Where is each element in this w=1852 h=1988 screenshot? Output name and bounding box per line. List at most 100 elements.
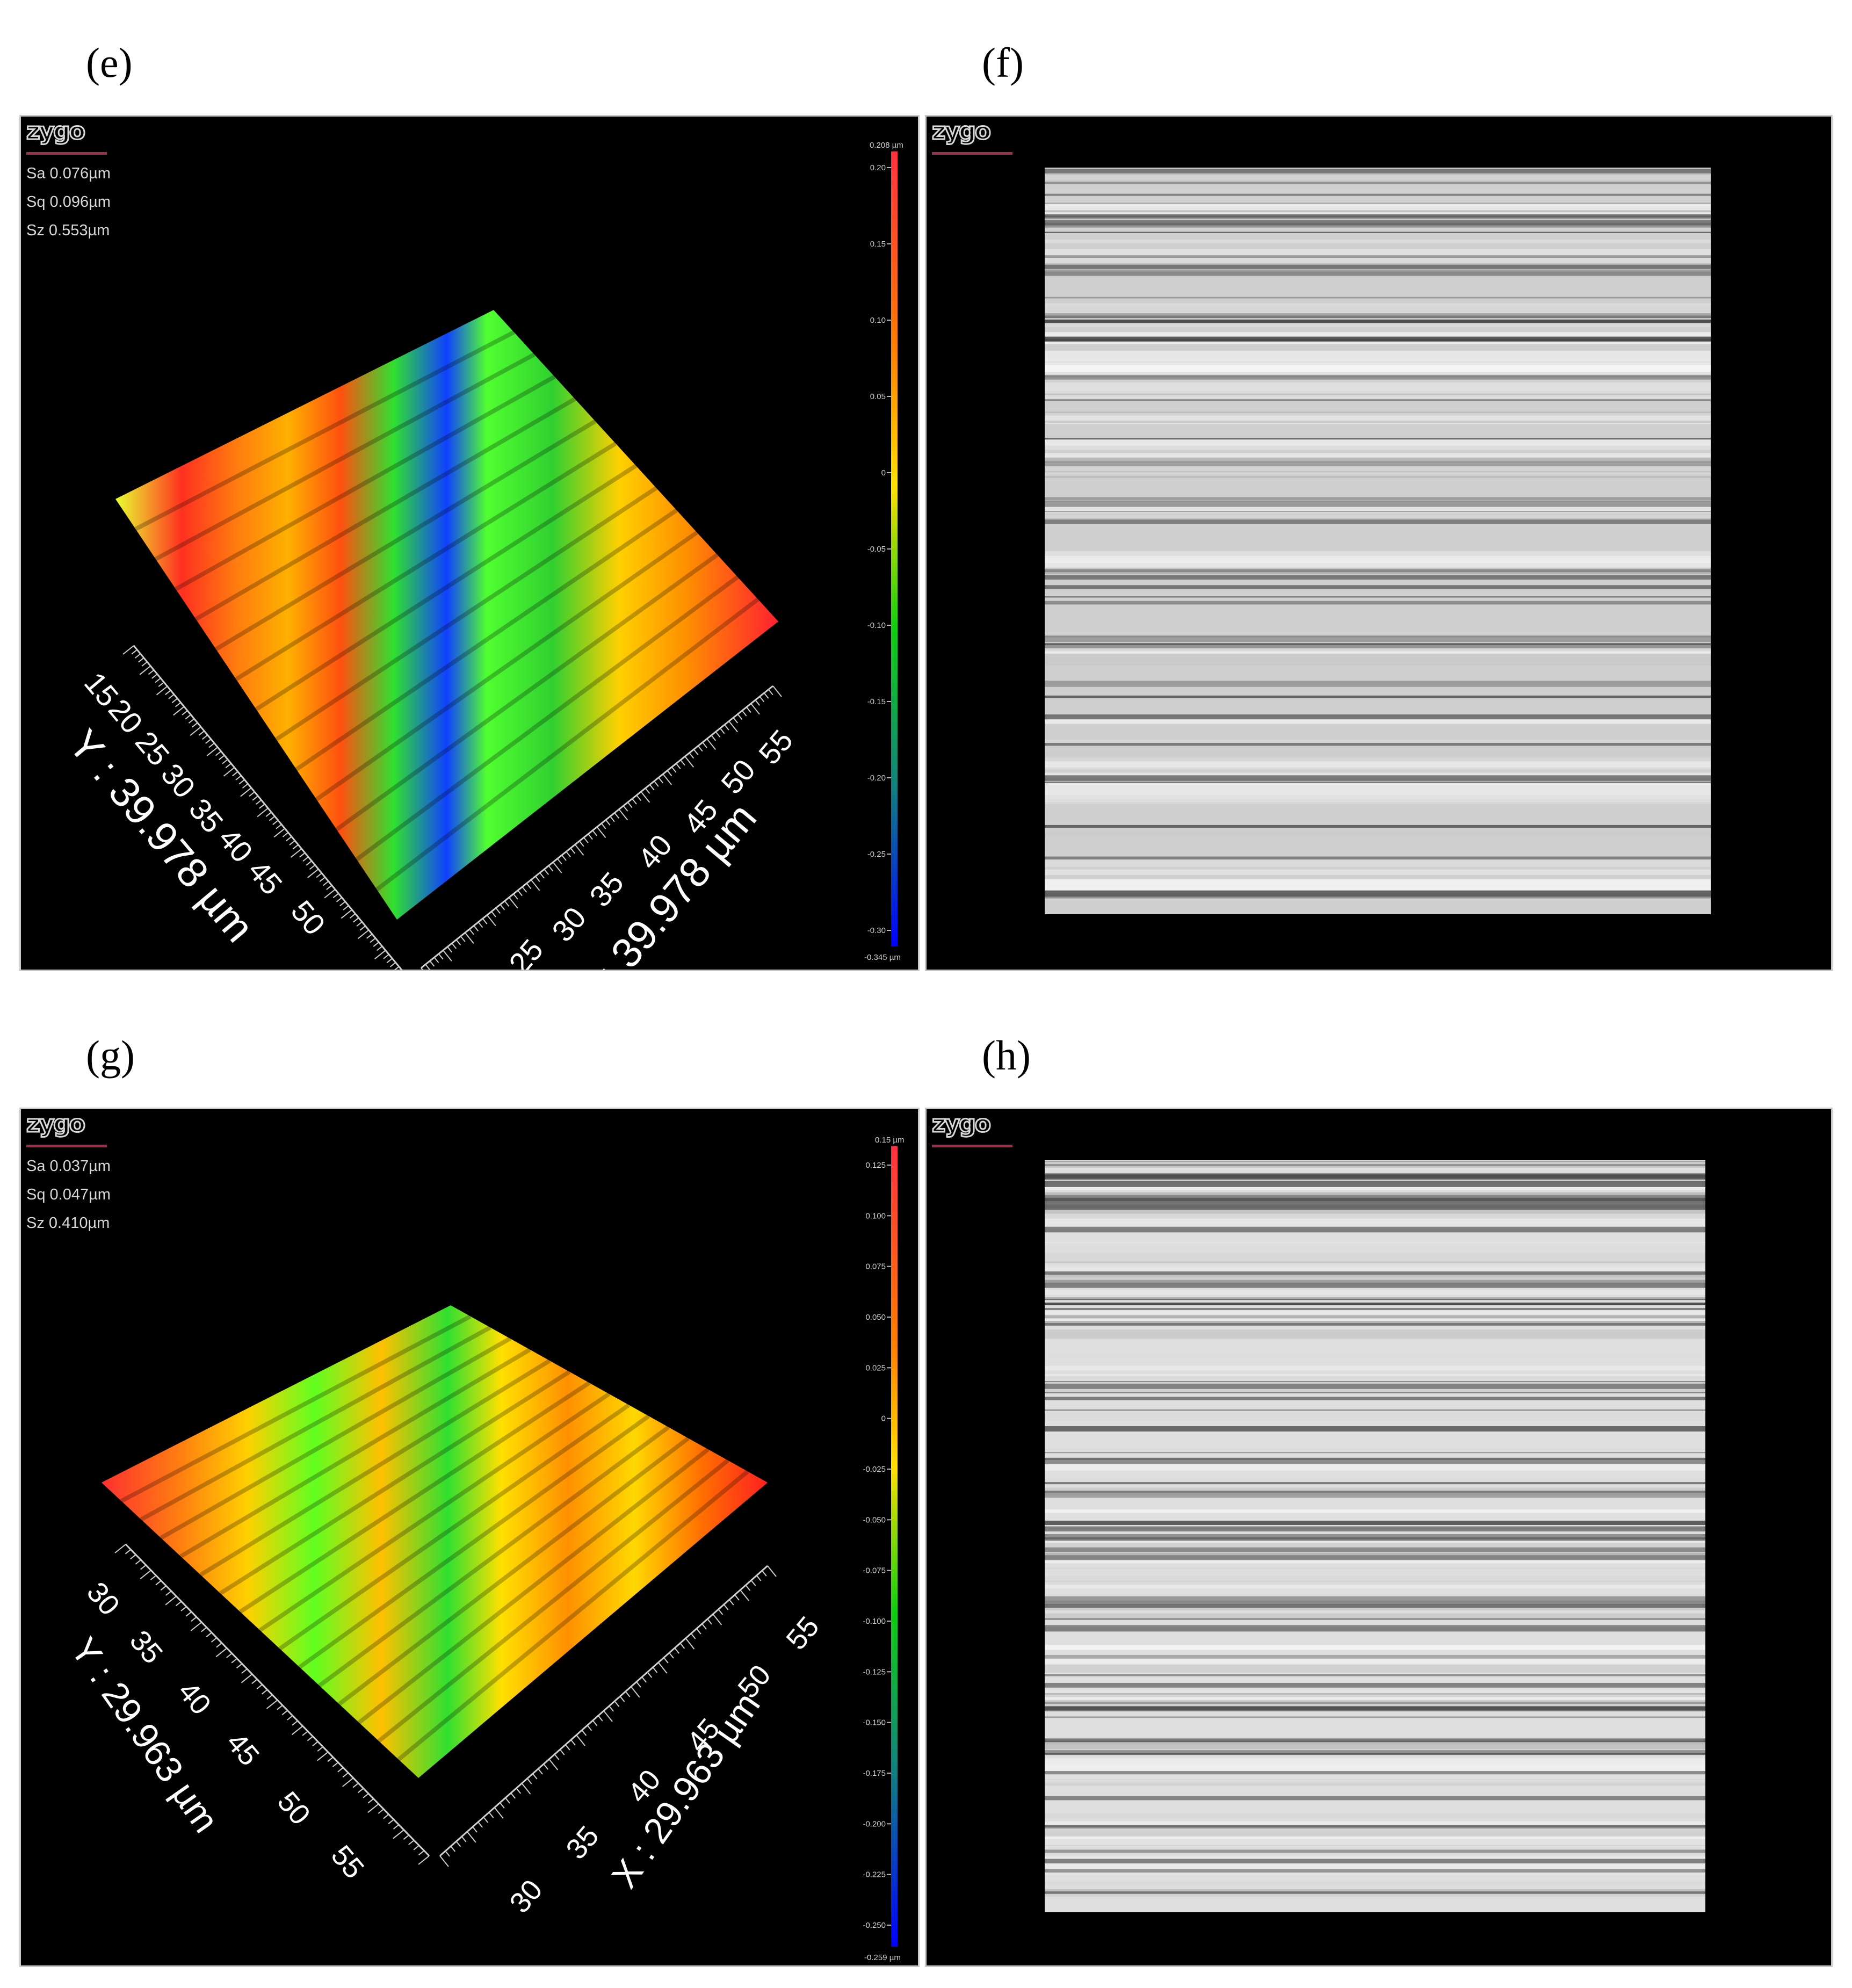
axis-minor-tick — [641, 1676, 647, 1683]
axis-minor-tick — [307, 869, 319, 878]
surface-ridge — [355, 575, 739, 862]
colorbar-tick-label: -0.075 — [863, 1566, 886, 1575]
axis-minor-tick — [702, 742, 707, 748]
axis-minor-tick — [741, 710, 747, 717]
axis-minor-tick — [125, 1549, 132, 1555]
y-tick-label: 40 — [212, 821, 259, 869]
axis-minor-tick — [718, 1609, 724, 1615]
axis-minor-tick — [299, 852, 306, 858]
axis-minor-tick — [689, 753, 694, 759]
scratch-streak — [1045, 1654, 1705, 1659]
scratch-streak — [1045, 1555, 1705, 1560]
axis-minor-tick — [171, 698, 178, 704]
axis-minor-tick — [756, 1575, 762, 1581]
surface-ridge — [179, 1348, 531, 1558]
scratch-streak — [1045, 775, 1711, 781]
axis-minor-tick — [165, 1595, 177, 1606]
scratch-streak — [1045, 220, 1711, 226]
scratch-streak — [1045, 269, 1711, 274]
axis-minor-tick — [231, 1658, 237, 1664]
axis-minor-tick — [222, 758, 228, 764]
colorbar-tick-label: -0.150 — [863, 1718, 886, 1727]
axis-minor-tick — [676, 763, 681, 769]
axis-minor-tick — [526, 1778, 532, 1784]
micrograph-panel-h: zygo — [925, 1108, 1833, 1967]
axis-minor-tick — [190, 726, 201, 736]
axis-minor-tick — [357, 1788, 364, 1794]
axis-minor-tick — [592, 830, 598, 836]
scratch-streak — [1045, 263, 1711, 269]
axis-minor-tick — [698, 745, 703, 752]
scratch-streak — [1045, 524, 1711, 526]
axis-minor-tick — [317, 1751, 329, 1761]
scratch-streak — [1045, 575, 1711, 580]
axis-minor-tick — [352, 1782, 359, 1788]
axis-minor-tick — [341, 909, 352, 919]
scratch-streak — [1045, 1181, 1705, 1187]
scratch-streak — [1045, 388, 1711, 399]
axis-minor-tick — [151, 674, 158, 679]
axis-minor-tick — [289, 840, 295, 845]
scratch-streak — [1045, 856, 1711, 860]
surface-ridge — [199, 1358, 551, 1577]
axis-minor-tick — [614, 812, 620, 819]
axis-minor-tick — [640, 791, 650, 803]
scratch-streak — [1045, 1322, 1705, 1326]
axis-minor-tick — [588, 834, 593, 840]
axis-minor-tick — [418, 1850, 425, 1856]
colorbar-tick-label: 0.125 — [865, 1161, 886, 1170]
height-colorbar: 0.208 µm 0.20 0.15 0.10 0.05 0 -0.05 -0.10 -0.1… — [864, 141, 903, 962]
axis-minor-tick — [734, 1594, 740, 1601]
scratch-streak — [1045, 740, 1711, 746]
axis-minor-tick — [256, 1684, 263, 1689]
axis-minor-tick — [373, 942, 379, 947]
axis-minor-tick — [277, 1704, 283, 1710]
scratch-streak — [1045, 1849, 1705, 1853]
scratch-streak — [1045, 1397, 1705, 1400]
zygo-logo: zygo — [26, 119, 107, 157]
scratch-streak — [1045, 1376, 1705, 1380]
axis-minor-tick — [319, 877, 325, 882]
axis-minor-tick — [636, 794, 641, 801]
axis-minor-tick — [389, 962, 396, 967]
axis-minor-tick — [625, 1691, 631, 1697]
axis-minor-tick — [131, 649, 138, 655]
axis-minor-tick — [394, 966, 400, 970]
axis-minor-tick — [669, 1652, 674, 1659]
axis-minor-tick — [208, 742, 215, 748]
axis-minor-tick — [327, 1756, 334, 1762]
scratch-streak — [1045, 232, 1711, 233]
axis-minor-tick — [578, 841, 584, 847]
colorbar-tick-label: 0.050 — [865, 1313, 886, 1322]
surface-ridge — [298, 1414, 650, 1669]
axis-minor-tick — [273, 828, 285, 838]
scratch-streak — [1045, 303, 1711, 307]
scratch-streak — [1045, 1568, 1705, 1571]
zygo-logo: zygo — [931, 119, 1012, 157]
scratch-streak — [1045, 1162, 1705, 1165]
axis-minor-tick — [138, 657, 144, 663]
scratch-streak — [1045, 1825, 1705, 1827]
axis-minor-tick — [316, 872, 322, 878]
axis-minor-tick — [483, 1817, 489, 1823]
axis-minor-tick — [610, 816, 615, 822]
surface-ridge — [255, 464, 638, 711]
axis-minor-tick — [241, 1668, 248, 1674]
axis-minor-tick — [393, 1824, 400, 1830]
axis-minor-tick — [701, 1623, 707, 1630]
scratch-streak — [1045, 1813, 1705, 1819]
axis-minor-tick — [762, 1570, 767, 1577]
scratch-streak — [1045, 1608, 1705, 1618]
axis-minor-tick — [767, 1565, 777, 1577]
axis-minor-tick — [719, 728, 725, 734]
axis-minor-tick — [269, 815, 276, 821]
scratch-streak — [1045, 1662, 1705, 1673]
axis-minor-tick — [418, 1855, 430, 1865]
axis-minor-tick — [241, 1673, 253, 1683]
axis-minor-tick — [469, 929, 474, 935]
scratch-streak — [1045, 1491, 1705, 1498]
scratch-streak — [1045, 297, 1711, 299]
scratch-streak — [1045, 890, 1711, 897]
stat-sq: Sq 0.047µm — [26, 1186, 111, 1203]
colorbar-tick-label: -0.200 — [863, 1819, 886, 1828]
